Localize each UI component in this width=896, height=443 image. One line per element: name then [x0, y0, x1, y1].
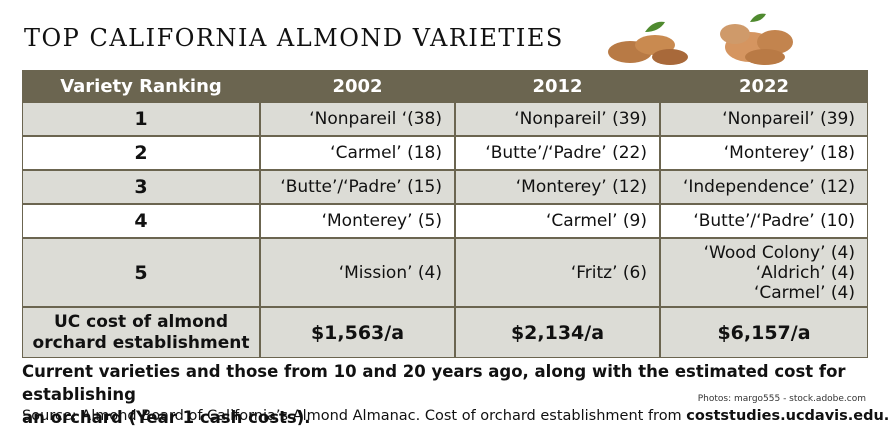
- cell-text: $1,563/a: [310, 321, 405, 344]
- cell-text: 2022: [738, 75, 790, 97]
- variety-cell: ‘Nonpareil ‘(38): [260, 102, 455, 136]
- caption-line: Current varieties and those from 10 and …: [22, 362, 846, 404]
- variety-cell: ‘Monterey’ (12): [455, 170, 660, 204]
- cell-text: 4: [134, 210, 148, 232]
- variety-cell: ‘Monterey’ (18): [660, 136, 868, 170]
- source: Source: Almond Board of California’s Alm…: [22, 408, 889, 424]
- cell-text: $6,157/a: [717, 321, 811, 344]
- cost-cell: $1,563/a: [260, 307, 455, 358]
- cell-text: ‘Independence’ (12): [682, 177, 855, 197]
- header-cell: 2012: [455, 70, 660, 102]
- variety-cell: ‘Independence’ (12): [660, 170, 868, 204]
- cell-text: ‘Monterey’ (12): [515, 177, 647, 197]
- cell-text: ‘Nonpareil ‘(38): [309, 109, 442, 129]
- cell-text: ‘Butte’/‘Padre’ (22): [485, 143, 647, 163]
- cell-text: ‘Butte’/‘Padre’ (15): [280, 177, 442, 197]
- cell-text: 2012: [532, 75, 583, 97]
- cell-text: ‘Aldrich’ (4): [755, 262, 855, 283]
- cell-text: ‘Nonpareil’ (39): [722, 109, 855, 129]
- rank-cell: 2: [22, 136, 260, 170]
- cost-label-cell: UC cost of almond orchard establishment: [22, 307, 260, 358]
- variety-cell: ‘Mission’ (4): [260, 238, 455, 307]
- cell-text: 2: [134, 142, 148, 164]
- variety-cell: ‘Butte’/‘Padre’ (15): [260, 170, 455, 204]
- almond-photos: [608, 13, 793, 65]
- variety-cell: ‘Monterey’ (5): [260, 204, 455, 238]
- variety-cell: ‘Nonpareil’ (39): [660, 102, 868, 136]
- cell-text: ‘Wood Colony’ (4): [703, 242, 855, 263]
- cell-text: 2002: [332, 75, 383, 97]
- cost-cell: $2,134/a: [455, 307, 660, 358]
- cell-text: ‘Monterey’ (18): [723, 143, 855, 163]
- rank-cell: 3: [22, 170, 260, 204]
- cell-text: 3: [134, 176, 148, 198]
- cell-text: Variety Ranking: [60, 75, 222, 97]
- cell-text: ‘Fritz’ (6): [570, 262, 647, 283]
- variety-cell: ‘Butte’/‘Padre’ (10): [660, 204, 868, 238]
- cell-text: UC cost of almond: [53, 311, 229, 332]
- cell-text: ‘Monterey’ (5): [321, 211, 442, 231]
- title: TOP CALIFORNIA ALMOND VARIETIES: [24, 24, 564, 52]
- cell-text: ‘Butte’/‘Padre’ (10): [693, 211, 855, 231]
- variety-cell: ‘Carmel’ (9): [455, 204, 660, 238]
- cell-text: ‘Nonpareil’ (39): [514, 109, 647, 129]
- caption: Current varieties and those from 10 and …: [22, 360, 896, 429]
- header-cell: Variety Ranking: [22, 70, 260, 102]
- variety-cell: ‘Wood Colony’ (4) ‘Aldrich’ (4) ‘Carmel’ (…: [660, 238, 868, 307]
- caption-line: an orchard (Year 1 cash costs).: [22, 408, 311, 427]
- variety-cell: ‘Butte’/‘Padre’ (22): [455, 136, 660, 170]
- header-cell: 2022: [660, 70, 868, 102]
- source-text: Source: Almond Board of California’s Alm…: [22, 408, 687, 424]
- cell-text: ‘Carmel’ (9): [545, 211, 647, 231]
- photo-credit: Photos: margo555 - stock.adobe.com: [697, 394, 866, 404]
- cell-text: 1: [134, 108, 148, 130]
- variety-cell: ‘Carmel’ (18): [260, 136, 455, 170]
- header-cell: 2002: [260, 70, 455, 102]
- cell-text: ‘Mission’ (4): [338, 262, 442, 283]
- cell-text: $2,134/a: [510, 321, 605, 344]
- rank-cell: 5: [22, 238, 260, 307]
- source-link: coststudies.ucdavis.edu.: [686, 408, 890, 424]
- variety-cell: ‘Fritz’ (6): [455, 238, 660, 307]
- cell-text: orchard establishment: [32, 332, 250, 353]
- cell-text: ‘Carmel’ (4): [753, 282, 855, 303]
- cost-cell: $6,157/a: [660, 307, 868, 358]
- rank-cell: 4: [22, 204, 260, 238]
- rank-cell: 1: [22, 102, 260, 136]
- cell-text: ‘Carmel’ (18): [330, 143, 442, 163]
- variety-cell: ‘Nonpareil’ (39): [455, 102, 660, 136]
- cell-text: 5: [134, 261, 148, 284]
